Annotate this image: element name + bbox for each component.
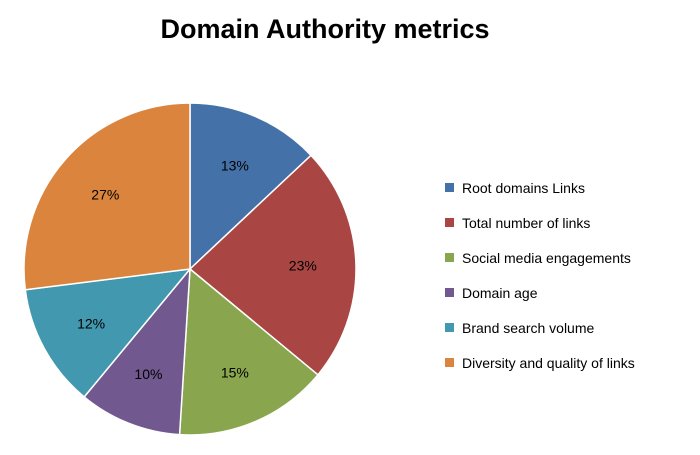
slice-data-label-4: 10% [134, 366, 162, 382]
slice-data-label-5: 12% [77, 315, 105, 331]
pie-slice-1 [189, 102, 313, 271]
legend-item-3: Social media engagements [445, 240, 695, 275]
pie-slice-2 [188, 154, 357, 376]
legend-item-6: Diversity and quality of links [445, 345, 695, 380]
legend-item-1: Root domains Links [445, 170, 695, 205]
chart-legend: Root domains Links Total number of links S… [445, 170, 695, 380]
pie-slice-6 [23, 102, 191, 291]
legend-label: Root domains Links [462, 179, 585, 196]
legend-swatch [445, 358, 454, 367]
slice-data-label-3: 15% [221, 365, 249, 381]
slice-data-label-1: 13% [221, 157, 249, 173]
chart-title: Domain Authority metrics [160, 14, 490, 44]
pie-slice-3 [178, 267, 319, 436]
legend-label: Total number of links [462, 214, 591, 231]
legend-swatch [445, 323, 454, 332]
legend-item-5: Brand search volume [445, 310, 695, 345]
legend-item-2: Total number of links [445, 205, 695, 240]
pie-slice-4 [83, 266, 191, 436]
legend-label: Domain age [462, 284, 538, 301]
legend-item-4: Domain age [445, 275, 695, 310]
legend-swatch [445, 218, 454, 227]
legend-label: Social media engagements [462, 249, 631, 266]
legend-swatch [445, 288, 454, 297]
slice-data-label-2: 23% [289, 257, 317, 273]
legend-label: Diversity and quality of links [462, 354, 635, 371]
legend-swatch [445, 253, 454, 262]
pie-slice-5 [24, 268, 192, 398]
legend-label: Brand search volume [462, 319, 595, 336]
slice-data-label-6: 27% [91, 186, 119, 202]
legend-swatch [445, 183, 454, 192]
